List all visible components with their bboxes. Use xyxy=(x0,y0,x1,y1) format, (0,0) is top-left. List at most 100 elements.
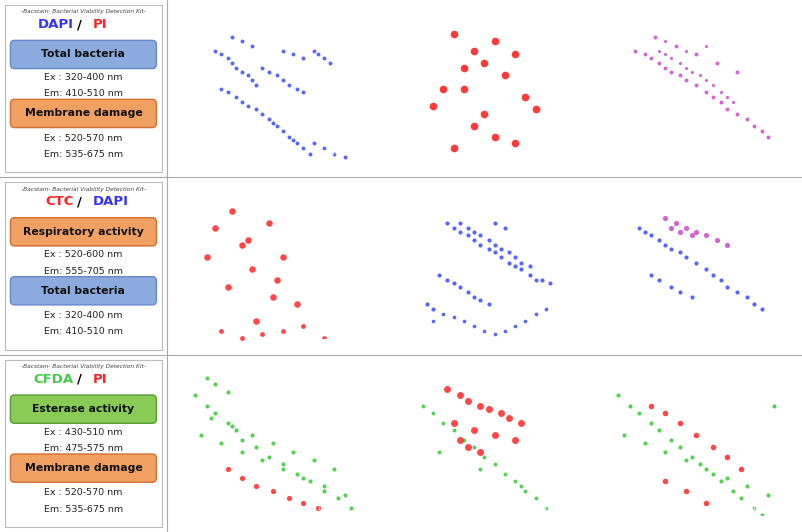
Point xyxy=(731,287,743,296)
Point xyxy=(256,110,269,119)
Point xyxy=(503,248,516,256)
FancyBboxPatch shape xyxy=(10,99,156,128)
Point xyxy=(427,317,439,325)
Point xyxy=(638,439,651,447)
Point xyxy=(205,413,217,422)
Point xyxy=(303,477,316,485)
Point xyxy=(632,408,645,417)
Point xyxy=(277,76,290,85)
Point xyxy=(499,71,512,79)
Point xyxy=(270,71,283,79)
Point xyxy=(448,419,460,427)
Point xyxy=(250,105,263,113)
Point xyxy=(462,224,475,232)
FancyBboxPatch shape xyxy=(10,218,156,246)
Point xyxy=(482,300,495,308)
Point xyxy=(241,102,254,110)
Point xyxy=(277,327,290,335)
Point xyxy=(762,132,775,141)
Point xyxy=(519,93,532,102)
Point xyxy=(215,85,228,93)
Text: /: / xyxy=(77,195,82,209)
Text: CFDA: CFDA xyxy=(34,373,74,386)
Point xyxy=(747,300,760,308)
Point xyxy=(694,71,707,79)
Point xyxy=(307,47,320,55)
Point xyxy=(755,127,768,136)
Text: 10 μm: 10 μm xyxy=(529,150,551,156)
Point xyxy=(735,494,747,502)
Point xyxy=(225,33,238,41)
Text: Em: 555-705 nm: Em: 555-705 nm xyxy=(44,267,123,276)
Point xyxy=(307,456,320,464)
Point xyxy=(694,460,707,468)
Text: Membrane damage: Membrane damage xyxy=(25,463,142,473)
Point xyxy=(686,453,699,461)
Text: 10 μm: 10 μm xyxy=(317,505,339,511)
Point xyxy=(653,236,666,245)
Point xyxy=(457,317,470,325)
Point xyxy=(499,224,512,232)
Point xyxy=(494,253,507,262)
Text: /: / xyxy=(77,373,82,386)
Point xyxy=(679,253,692,262)
Point xyxy=(457,64,470,72)
Point xyxy=(433,447,446,456)
Point xyxy=(706,443,719,451)
Point xyxy=(332,494,345,502)
Point xyxy=(311,504,324,512)
Point xyxy=(277,465,290,473)
Point xyxy=(638,50,651,59)
Point xyxy=(221,465,234,473)
Point xyxy=(649,33,662,41)
Text: Ex : 520-570 nm: Ex : 520-570 nm xyxy=(44,134,123,143)
Point xyxy=(448,313,460,321)
Text: 10 μm: 10 μm xyxy=(740,328,763,334)
FancyBboxPatch shape xyxy=(5,360,162,527)
Point xyxy=(665,54,678,62)
Point xyxy=(209,224,221,232)
Point xyxy=(448,224,460,232)
Point xyxy=(282,132,295,141)
Point xyxy=(700,76,713,85)
Point xyxy=(209,47,221,55)
Point xyxy=(256,456,269,464)
Point xyxy=(515,419,528,427)
Point xyxy=(221,54,234,62)
Point xyxy=(669,41,682,50)
Point xyxy=(437,419,450,427)
Text: DAPI: DAPI xyxy=(93,195,129,209)
Point xyxy=(474,296,487,304)
Point xyxy=(250,317,263,325)
Point xyxy=(706,81,719,89)
Point xyxy=(665,68,678,76)
Point xyxy=(277,253,290,262)
Point xyxy=(659,477,672,485)
Text: Em: 410-510 nm: Em: 410-510 nm xyxy=(44,89,123,98)
Text: DAPI: DAPI xyxy=(38,18,74,31)
Point xyxy=(448,279,460,287)
Point xyxy=(690,50,703,59)
Point xyxy=(453,436,466,444)
Text: /: / xyxy=(77,18,82,31)
Point xyxy=(747,504,760,512)
Point xyxy=(468,228,480,236)
Point xyxy=(700,231,713,239)
Point xyxy=(679,47,692,55)
Point xyxy=(645,419,658,427)
Point xyxy=(236,334,249,342)
Point xyxy=(659,50,672,59)
Point xyxy=(659,447,672,456)
Point xyxy=(297,321,310,330)
Text: Ex : 520-600 nm: Ex : 520-600 nm xyxy=(44,251,123,260)
Point xyxy=(488,241,501,250)
Point xyxy=(711,236,723,245)
Point xyxy=(529,494,542,502)
Point xyxy=(720,105,733,113)
Point xyxy=(540,504,553,512)
Point xyxy=(508,477,521,485)
Point xyxy=(270,276,283,284)
Point xyxy=(674,228,687,236)
Point xyxy=(515,482,528,491)
Point xyxy=(674,443,687,451)
